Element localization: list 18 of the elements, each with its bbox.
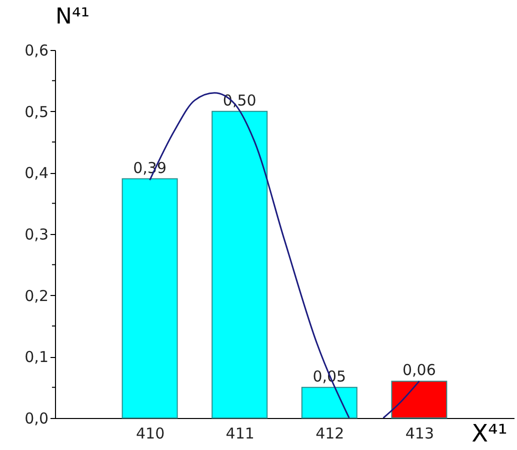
y-tick-label: 0,6 xyxy=(24,42,48,60)
x-tick-label: 413 xyxy=(405,424,434,442)
bar xyxy=(391,380,448,418)
y-tick-label: 0,5 xyxy=(24,102,48,121)
x-tick-label: 411 xyxy=(226,424,254,442)
y-tick-label: 0,2 xyxy=(24,286,48,305)
x-tick-label: 412 xyxy=(316,424,344,442)
bar xyxy=(122,178,178,418)
data-label: 0,06 xyxy=(402,361,436,380)
x-tick-label: 410 xyxy=(136,424,165,442)
y-tick-label: 0,3 xyxy=(24,226,48,244)
bar xyxy=(301,386,358,418)
x-axis-title: X⁴¹ xyxy=(472,420,508,448)
y-tick-label: 0,4 xyxy=(24,164,48,182)
y-axis-title: N⁴¹ xyxy=(56,4,90,30)
y-tick-label: 0,1 xyxy=(24,348,48,366)
bar xyxy=(212,110,268,418)
y-tick-label: 0,0 xyxy=(24,410,48,428)
